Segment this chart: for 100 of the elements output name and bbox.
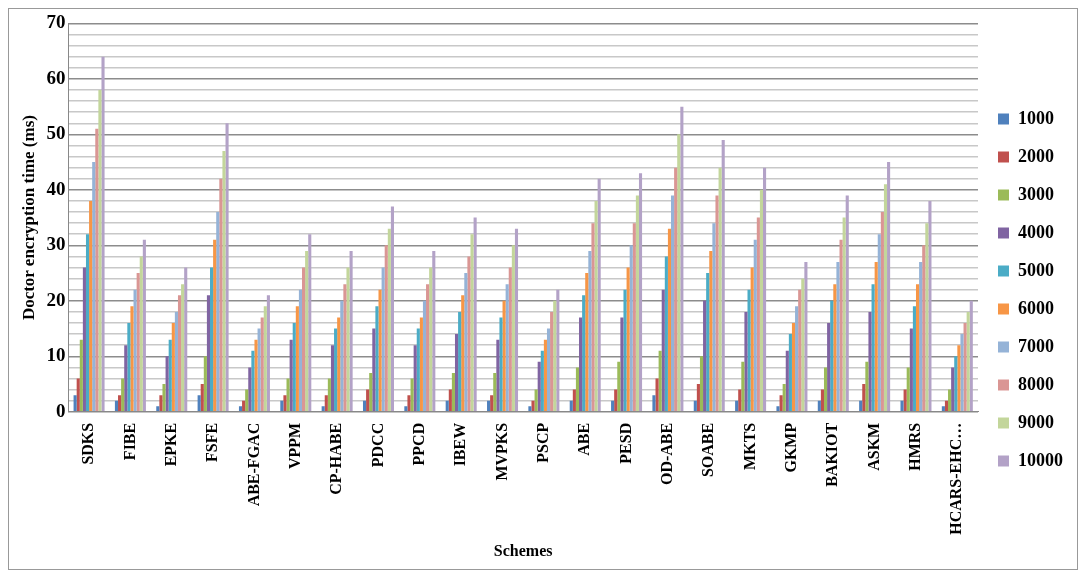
bar xyxy=(785,350,789,412)
bar xyxy=(801,278,805,412)
bar xyxy=(286,378,290,412)
bar xyxy=(833,284,837,412)
bar xyxy=(464,273,468,412)
y-tick-label: 70 xyxy=(46,11,66,33)
bar xyxy=(915,284,920,412)
bar xyxy=(502,300,506,412)
bar xyxy=(283,395,287,412)
bar xyxy=(874,261,878,412)
bar xyxy=(817,400,821,412)
x-tick-label: PESD xyxy=(616,422,634,464)
bar xyxy=(922,245,926,412)
bar xyxy=(181,284,185,412)
bar xyxy=(534,389,538,412)
bar xyxy=(741,361,745,412)
bar xyxy=(865,361,869,412)
bar xyxy=(582,295,586,412)
bar xyxy=(693,400,697,412)
x-tick-label: PDCC xyxy=(368,422,386,468)
bar xyxy=(703,300,707,412)
bar xyxy=(795,306,799,412)
bar xyxy=(448,389,452,412)
bar xyxy=(210,267,214,412)
bar xyxy=(378,289,382,412)
bar xyxy=(951,367,955,412)
bar xyxy=(756,217,760,412)
bar xyxy=(842,217,846,412)
bar xyxy=(349,250,353,412)
x-tick-label: BAKIOT xyxy=(823,422,841,487)
bar xyxy=(572,389,576,412)
legend-label: 4000 xyxy=(1018,221,1054,242)
bar xyxy=(156,406,160,412)
bar xyxy=(680,106,684,412)
bar xyxy=(82,267,86,412)
bar xyxy=(133,289,137,412)
legend-label: 1000 xyxy=(1018,107,1054,128)
bar xyxy=(419,317,423,412)
bar xyxy=(254,339,258,412)
y-tick-label: 0 xyxy=(55,399,66,421)
bar xyxy=(118,395,122,412)
legend-label: 5000 xyxy=(1018,259,1054,280)
bar xyxy=(496,339,500,412)
bar xyxy=(79,339,83,412)
bar xyxy=(919,261,923,412)
bar xyxy=(171,323,175,412)
x-tick-label: VPPM xyxy=(285,422,303,469)
bar xyxy=(652,395,656,412)
bar xyxy=(114,400,119,412)
bar xyxy=(451,372,455,412)
x-tick-label: ASKM xyxy=(864,422,882,471)
y-tick-label: 40 xyxy=(46,177,66,199)
bar xyxy=(629,245,633,412)
bar xyxy=(798,289,802,412)
bar xyxy=(960,334,964,412)
bar xyxy=(543,339,547,412)
bar xyxy=(197,395,201,412)
x-tick-label: FSFE xyxy=(203,422,221,462)
bar xyxy=(591,223,595,412)
bar xyxy=(467,256,471,412)
bar xyxy=(759,189,763,412)
bar xyxy=(321,406,325,412)
bar xyxy=(101,56,105,412)
bar xyxy=(305,250,309,412)
x-axis-title: Schemes xyxy=(493,541,553,559)
x-tick-label: OD-ABE xyxy=(658,422,676,486)
bar xyxy=(381,267,385,412)
bar xyxy=(337,317,341,412)
bar xyxy=(266,295,270,412)
bar xyxy=(909,328,913,412)
x-tick-label: ABE-FGAC xyxy=(244,422,262,507)
bar xyxy=(594,200,598,412)
bar xyxy=(664,256,668,412)
bar xyxy=(445,400,449,412)
bar xyxy=(225,123,229,412)
bar xyxy=(859,400,863,412)
bar xyxy=(528,406,532,412)
bar xyxy=(130,306,134,412)
bar xyxy=(159,395,163,412)
bar xyxy=(546,328,551,412)
x-tick-label: HCARS-EHC… xyxy=(947,422,965,535)
x-tick-label: GKMP xyxy=(782,422,800,473)
x-tick-label: IBEW xyxy=(451,422,469,467)
x-tick-label: EPKE xyxy=(161,422,179,467)
bar xyxy=(925,223,929,412)
bar xyxy=(776,406,780,412)
bar xyxy=(948,389,952,412)
bar xyxy=(384,245,388,412)
bar xyxy=(597,178,601,412)
bar xyxy=(706,273,710,412)
bar xyxy=(966,311,970,412)
bar xyxy=(718,167,722,412)
bar xyxy=(779,395,783,412)
bar xyxy=(638,173,643,412)
bar xyxy=(836,261,840,412)
bar xyxy=(366,389,370,412)
bar xyxy=(709,250,713,412)
bar xyxy=(556,289,560,412)
legend-label: 10000 xyxy=(1018,449,1063,470)
legend-label: 7000 xyxy=(1018,335,1054,356)
